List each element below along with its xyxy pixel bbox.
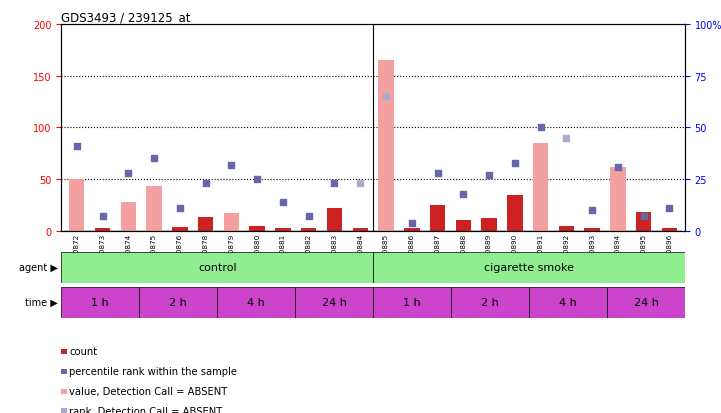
Bar	[585, 228, 600, 231]
Point	[458, 191, 469, 197]
Text: GSM270879: GSM270879	[229, 233, 234, 278]
Text: GSM270875: GSM270875	[151, 233, 157, 278]
Bar	[120, 202, 136, 231]
Bar	[275, 228, 291, 231]
Text: GSM270876: GSM270876	[177, 233, 183, 278]
Point	[535, 125, 547, 131]
Text: GSM270883: GSM270883	[332, 233, 337, 278]
Point	[664, 205, 676, 212]
Point	[149, 156, 160, 162]
Point	[174, 205, 185, 212]
Text: GSM270885: GSM270885	[383, 233, 389, 278]
Bar	[379, 61, 394, 231]
Text: agent ▶: agent ▶	[19, 262, 58, 273]
Bar	[610, 167, 626, 231]
Text: GSM270884: GSM270884	[357, 233, 363, 278]
Bar	[559, 226, 574, 231]
Bar	[249, 226, 265, 231]
Point	[252, 176, 263, 183]
Bar	[94, 228, 110, 231]
Bar	[295, 287, 373, 318]
Text: GSM270895: GSM270895	[641, 233, 647, 278]
Text: control: control	[198, 262, 236, 273]
Text: 1 h: 1 h	[403, 297, 421, 308]
Text: GSM270872: GSM270872	[74, 233, 80, 278]
Text: 24 h: 24 h	[634, 297, 658, 308]
Bar	[301, 228, 317, 231]
Text: 4 h: 4 h	[247, 297, 265, 308]
Bar	[533, 144, 549, 231]
Point	[226, 162, 237, 169]
Bar	[146, 187, 162, 231]
Bar	[69, 180, 84, 231]
Point	[277, 199, 288, 206]
Text: count: count	[69, 347, 97, 356]
Bar	[139, 287, 217, 318]
Text: GSM270896: GSM270896	[666, 233, 673, 278]
Bar	[198, 218, 213, 231]
Point	[432, 170, 443, 177]
Bar	[224, 214, 239, 231]
Point	[303, 214, 314, 220]
Bar	[172, 227, 187, 231]
Text: GSM270874: GSM270874	[125, 233, 131, 278]
Text: GSM270881: GSM270881	[280, 233, 286, 278]
Point	[71, 143, 82, 150]
Text: 1 h: 1 h	[92, 297, 109, 308]
Text: 2 h: 2 h	[169, 297, 187, 308]
Text: value, Detection Call = ABSENT: value, Detection Call = ABSENT	[69, 386, 227, 396]
Text: GDS3493 / 239125_at: GDS3493 / 239125_at	[61, 11, 191, 24]
Bar	[451, 287, 529, 318]
Bar	[662, 228, 677, 231]
Text: GSM270892: GSM270892	[563, 233, 570, 278]
Point	[355, 180, 366, 187]
Text: GSM270890: GSM270890	[512, 233, 518, 278]
Text: GSM270886: GSM270886	[409, 233, 415, 278]
Point	[509, 160, 521, 166]
Text: GSM270887: GSM270887	[435, 233, 441, 278]
Text: GSM270891: GSM270891	[538, 233, 544, 278]
Text: percentile rank within the sample: percentile rank within the sample	[69, 366, 237, 376]
Bar	[61, 287, 139, 318]
Text: GSM270878: GSM270878	[203, 233, 208, 278]
Point	[483, 172, 495, 179]
Text: time ▶: time ▶	[25, 297, 58, 308]
Text: GSM270873: GSM270873	[99, 233, 105, 278]
Text: rank, Detection Call = ABSENT: rank, Detection Call = ABSENT	[69, 406, 222, 413]
Point	[380, 94, 392, 100]
Bar	[373, 252, 685, 283]
Bar	[507, 195, 523, 231]
Bar	[327, 209, 342, 231]
Text: GSM270888: GSM270888	[460, 233, 466, 278]
Point	[97, 214, 108, 220]
Text: 4 h: 4 h	[559, 297, 577, 308]
Bar	[373, 287, 451, 318]
Point	[123, 170, 134, 177]
Text: GSM270893: GSM270893	[589, 233, 595, 278]
Bar	[607, 287, 685, 318]
Bar	[482, 219, 497, 231]
Point	[329, 180, 340, 187]
Point	[586, 207, 598, 214]
Bar	[404, 228, 420, 231]
Point	[612, 164, 624, 171]
Text: cigarette smoke: cigarette smoke	[484, 262, 574, 273]
Point	[200, 180, 211, 187]
Bar	[353, 228, 368, 231]
Text: 24 h: 24 h	[322, 297, 347, 308]
Point	[406, 220, 417, 226]
Bar	[217, 287, 295, 318]
Text: 2 h: 2 h	[481, 297, 499, 308]
Text: GSM270882: GSM270882	[306, 233, 311, 278]
Bar	[636, 213, 652, 231]
Bar	[456, 221, 471, 231]
Text: GSM270880: GSM270880	[254, 233, 260, 278]
Bar	[61, 252, 373, 283]
Bar	[430, 206, 446, 231]
Bar	[529, 287, 607, 318]
Point	[638, 214, 650, 220]
Point	[561, 135, 572, 142]
Text: GSM270894: GSM270894	[615, 233, 621, 278]
Text: GSM270889: GSM270889	[486, 233, 492, 278]
